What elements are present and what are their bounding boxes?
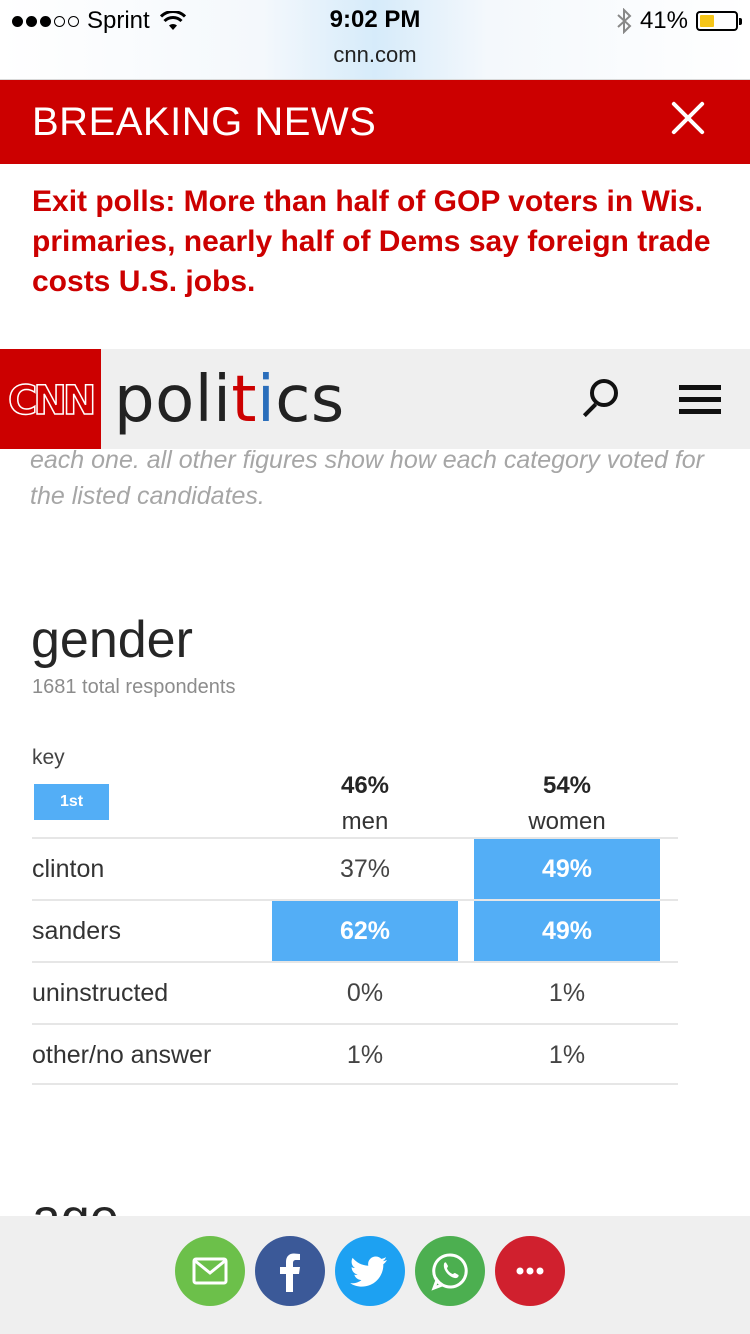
facebook-share-button[interactable]	[255, 1236, 325, 1306]
ellipsis-icon	[516, 1267, 544, 1275]
cell-men: 1%	[346, 1041, 384, 1069]
search-icon[interactable]	[576, 375, 626, 425]
candidate-name: other/no answer	[32, 1041, 212, 1069]
column-label: women	[528, 808, 606, 835]
gender-title: gender	[31, 611, 193, 669]
section-title-t: t	[231, 363, 257, 437]
twitter-bird-icon	[350, 1256, 387, 1287]
more-share-button[interactable]	[495, 1236, 565, 1306]
email-share-button[interactable]	[175, 1236, 245, 1306]
cell-men: 62%	[272, 901, 458, 961]
battery-icon	[696, 11, 742, 31]
poll-note: each one. all other figures show how eac…	[30, 446, 705, 510]
logo-text: CNN	[7, 377, 97, 425]
cnn-logo[interactable]: CNN	[0, 349, 101, 449]
section-title-end: cs	[275, 363, 345, 437]
breaking-news-title: BREAKING NEWS	[32, 100, 377, 144]
close-icon[interactable]	[668, 98, 708, 138]
envelope-icon	[192, 1257, 228, 1285]
cell-men: 0%	[346, 979, 384, 1007]
column-header-women: 54% women	[474, 772, 660, 836]
candidate-name: sanders	[32, 917, 121, 945]
key-label: key	[32, 746, 65, 769]
battery-level	[700, 15, 714, 27]
section-title-i: i	[256, 363, 276, 437]
section-title-part: poli	[114, 363, 232, 437]
key-chip: 1st	[34, 784, 109, 820]
respondent-count: 1681 total respondents	[32, 676, 236, 698]
url-bar[interactable]: cnn.com	[333, 42, 417, 67]
status-right: 41%	[616, 6, 742, 36]
cell-women: 49%	[474, 839, 660, 899]
whatsapp-share-button[interactable]	[415, 1236, 485, 1306]
bluetooth-icon	[617, 8, 632, 34]
cell-women: 1%	[548, 1041, 586, 1069]
breaking-news-banner[interactable]: BREAKING NEWS	[0, 80, 750, 164]
breaking-headline-link[interactable]: Exit polls: More than half of GOP voters…	[32, 185, 711, 298]
twitter-share-button[interactable]	[335, 1236, 405, 1306]
status-bar: Sprint 9:02 PM cnn.com 41%	[0, 0, 750, 80]
signal-strength-icon	[12, 15, 79, 27]
clock: 9:02 PM	[329, 6, 421, 33]
carrier-name: Sprint	[87, 7, 150, 34]
column-percent: 46%	[340, 772, 390, 799]
whatsapp-icon	[431, 1253, 468, 1291]
table-row: uninstructed 0% 1%	[32, 961, 678, 1023]
column-header-men: 46% men	[272, 772, 458, 836]
hamburger-menu-icon[interactable]	[679, 385, 721, 415]
results-table: clinton 37% 49% sanders 62% 49% uninstru…	[32, 837, 678, 1085]
battery-percent: 41%	[639, 7, 688, 34]
table-row: sanders 62% 49%	[32, 899, 678, 961]
column-label: men	[341, 808, 389, 835]
cell-women: 1%	[548, 979, 586, 1007]
carrier-signal: Sprint	[12, 6, 186, 36]
cell-men: 37%	[339, 855, 391, 883]
table-row: other/no answer 1% 1%	[32, 1023, 678, 1085]
cell-women: 49%	[474, 901, 660, 961]
facebook-icon	[280, 1253, 300, 1292]
section-title[interactable]: politics	[114, 363, 345, 437]
site-header: CNN politics	[0, 349, 750, 449]
table-row: clinton 37% 49%	[32, 837, 678, 899]
candidate-name: uninstructed	[32, 979, 169, 1007]
candidate-name: clinton	[32, 855, 105, 883]
share-bar	[0, 1216, 750, 1334]
wifi-icon	[159, 11, 186, 30]
column-percent: 54%	[542, 772, 592, 799]
